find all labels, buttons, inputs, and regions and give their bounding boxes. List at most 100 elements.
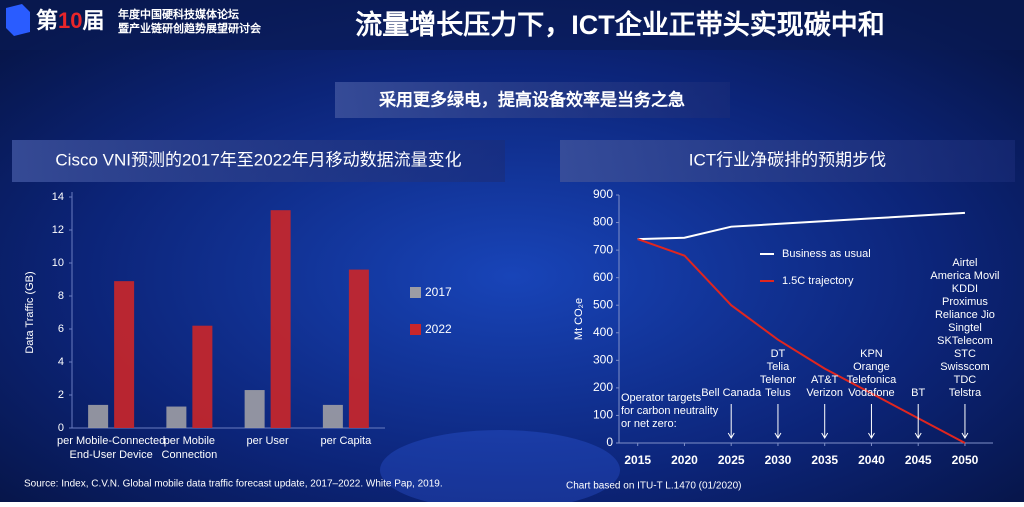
y-tick-label: 200 (593, 380, 613, 394)
x-tick-label: per User (208, 434, 328, 448)
annotation-arrow (868, 404, 875, 439)
y-tick-label: 4 (58, 356, 64, 368)
x-tick-label-line: per Capita (320, 435, 372, 447)
x-tick-label-line: End-User Device (69, 449, 153, 461)
annotation: Vodafone (848, 387, 895, 399)
chart-title: Cisco VNI预测的2017年至2022年月移动数据流量变化 (55, 150, 461, 169)
annotation: Swisscom (940, 361, 990, 373)
annotation: Reliance Jio (935, 309, 995, 321)
y-axis-label: Data Traffic (GB) (24, 271, 36, 353)
x-tick-label-line: per User (246, 435, 289, 447)
y-tick-label: 500 (593, 297, 613, 311)
top-bar (0, 0, 1024, 50)
x-tick-label: 2050 (952, 453, 979, 467)
panel-header (560, 140, 1015, 182)
forum-name: 暨产业链研创趋势展望研讨会 (118, 21, 262, 35)
annotation: Operator targets (621, 392, 702, 404)
x-tick-label: 2045 (905, 453, 932, 467)
annotation: TDC (954, 374, 977, 386)
x-tick-label-line: per Mobile (163, 435, 216, 447)
y-axis-label: Mt CO₂e (573, 298, 585, 340)
annotation: BT (911, 387, 925, 399)
bar (270, 210, 291, 428)
y-tick-label: 0 (58, 422, 64, 434)
logo: 第10届 (36, 8, 105, 33)
annotation: Telus (765, 387, 791, 399)
y-tick-label: 300 (593, 353, 613, 367)
y-tick-label: 600 (593, 270, 613, 284)
bar (192, 325, 213, 428)
legend-swatch (410, 287, 421, 298)
y-tick-label: 400 (593, 325, 613, 339)
y-tick-label: 800 (593, 215, 613, 229)
x-tick-label: 2035 (811, 453, 838, 467)
legend-label: Business as usual (782, 248, 871, 260)
bar (166, 406, 187, 428)
x-tick-label-line: Connection (161, 449, 218, 461)
y-tick-label: 2 (58, 389, 64, 401)
x-tick-label: 2040 (858, 453, 885, 467)
bar (322, 404, 343, 428)
annotation-arrow (914, 404, 922, 439)
x-tick-label: per User (208, 434, 328, 448)
logo-part: 10 (58, 8, 82, 33)
bar (348, 269, 369, 428)
annotation-arrow (961, 404, 969, 439)
x-tick-label: per Capita (286, 434, 406, 448)
logo-part: 第 (36, 8, 58, 33)
x-tick-label: 2030 (765, 453, 792, 467)
y-tick-label: 8 (58, 290, 64, 302)
subtitle-box (335, 82, 730, 118)
y-tick-label: 10 (52, 257, 64, 269)
decoration (380, 430, 620, 507)
source-note: Source: Index, C.V.N. Global mobile data… (24, 479, 443, 490)
annotation: Telefonica (847, 374, 897, 386)
chart-title: ICT行业净碳排的预期步伐 (689, 150, 886, 169)
line (637, 211, 966, 241)
bar (114, 281, 135, 428)
y-tick-label: 12 (52, 224, 64, 236)
logo-part: 届 (83, 8, 105, 33)
x-tick-label: 2020 (671, 453, 698, 467)
annotation-arrow (821, 404, 829, 439)
x-tick-label: 2015 (624, 453, 651, 467)
annotation: Orange (853, 361, 890, 373)
annotation: Airtel (952, 257, 977, 269)
x-tick-label: 2025 (718, 453, 745, 467)
annotation: Telstra (949, 387, 982, 399)
forum-name: 年度中国硬科技媒体论坛 (118, 7, 239, 21)
panel-header (12, 140, 505, 182)
legend-label: 1.5C trajectory (782, 275, 854, 287)
annotation: Telia (767, 361, 791, 373)
y-tick-label: 0 (606, 435, 613, 449)
x-tick-label: per Mobile-Connected End-User Device (51, 434, 171, 462)
bar (244, 390, 265, 428)
slide-title: 流量增长压力下，ICT企业正带头实现碳中和 (355, 9, 885, 40)
y-tick-label: 100 (593, 408, 613, 422)
subtitle: 采用更多绿电，提高设备效率是当务之急 (378, 89, 685, 109)
x-tick-label: per Capita (286, 434, 406, 448)
source-note: Chart based on ITU-T L.1470 (01/2020) (566, 481, 741, 492)
annotation: KPN (860, 348, 883, 360)
annotation: STC (954, 348, 976, 360)
annotation: Singtel (948, 322, 982, 334)
logo-mark (6, 4, 30, 36)
x-tick-label: per Mobile-Connected End-User Device (51, 434, 171, 462)
legend-swatch (410, 324, 421, 335)
annotation: Telenor (760, 374, 796, 386)
annotation: America Movil (930, 270, 999, 282)
y-tick-label: 700 (593, 242, 613, 256)
annotation: AT&T (811, 374, 839, 386)
legend-label: 2022 (425, 322, 452, 336)
annotation-arrow (774, 404, 782, 439)
annotation: Proximus (942, 296, 988, 308)
x-tick-label: per Mobile Connection (129, 434, 249, 462)
annotation: for carbon neutrality (621, 405, 719, 417)
bar (88, 404, 109, 428)
x-tick-label-line: per Mobile-Connected (57, 435, 166, 447)
annotation-arrow (727, 404, 735, 439)
y-tick-label: 14 (52, 191, 64, 203)
y-tick-label: 6 (58, 323, 64, 335)
